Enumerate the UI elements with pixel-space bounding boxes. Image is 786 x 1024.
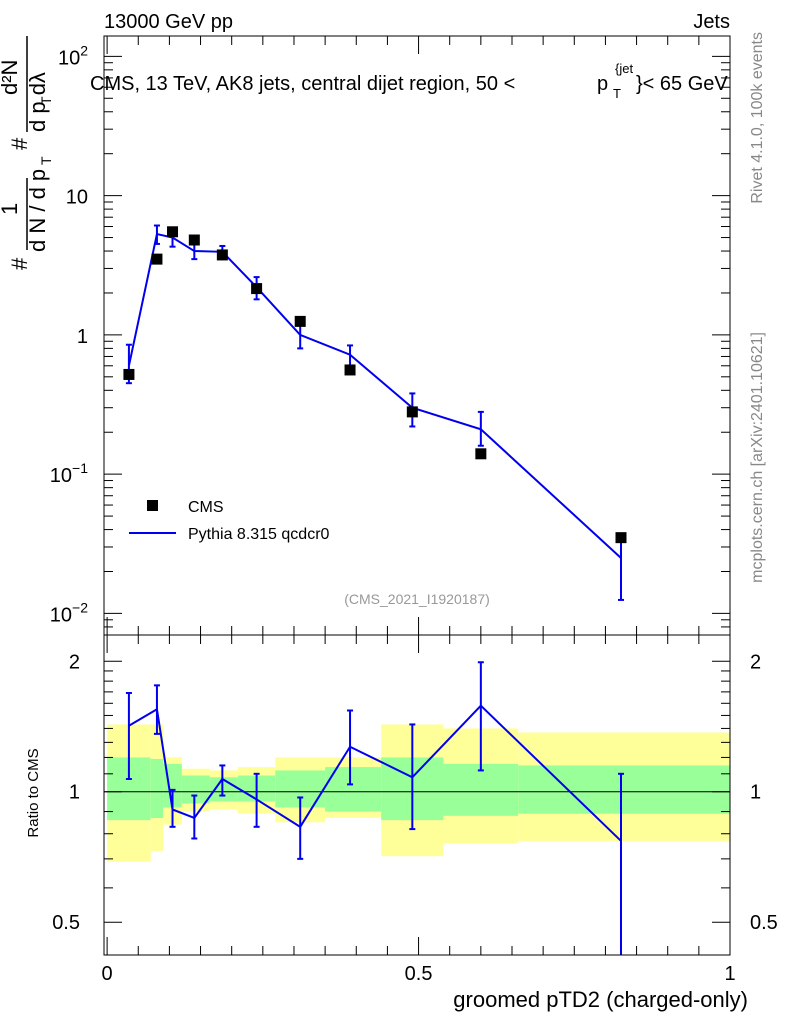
main-ytick-label: 10−1	[50, 460, 88, 487]
ratio-band-inner	[181, 775, 210, 804]
cms-data-point	[294, 315, 306, 327]
legend-pythia-label: Pythia 8.315 qcdcr0	[188, 526, 330, 543]
main-axis-ticks	[104, 36, 731, 636]
ratio-xtick-label: 1	[724, 963, 735, 985]
legend: CMS Pythia 8.315 qcdcr0	[129, 499, 330, 543]
ratio-panel: 0.5 0.5 1 1 2 2 0 0.5 1 Ratio to CMS groomed pTD…	[25, 634, 778, 1012]
main-ytick-label: 10−2	[50, 599, 88, 626]
cms-data-point	[406, 406, 418, 418]
ratio-band-inner	[150, 759, 164, 818]
cms-data-point	[167, 226, 179, 238]
cms-data-point	[188, 234, 200, 246]
ylabel-dn-dpt: d N / d p	[25, 169, 50, 252]
ratio-xtick-label: 0	[102, 963, 113, 985]
main-ytick-mantissa: 10	[66, 187, 88, 209]
title-end: }< 65 GeV	[636, 73, 728, 95]
mcplots-label: mcplots.cern.ch [arXiv:2401.10621]	[749, 332, 766, 583]
title-superscript: {jet	[615, 61, 633, 76]
ylabel-one: 1	[0, 203, 22, 215]
ratio-frame	[103, 634, 731, 956]
ratio-axis-ticks	[104, 635, 731, 955]
ratio-ylabel: Ratio to CMS	[25, 748, 42, 837]
cms-data-point	[251, 283, 263, 295]
title-text: CMS, 13 TeV, AK8 jets, central dijet reg…	[90, 73, 515, 95]
ratio-ytick-label: 0.5	[52, 912, 80, 934]
main-title: CMS, 13 TeV, AK8 jets, central dijet reg…	[90, 61, 728, 101]
ylabel-dpt-dl: d p dλ	[25, 72, 50, 132]
ratio-axis-tick-labels: 0.5 0.5 1 1 2 2 0 0.5 1	[52, 651, 778, 985]
cms-data-point	[216, 249, 228, 261]
ratio-xlabel: groomed pTD2 (charged-only)	[453, 987, 748, 1012]
header-jets-label: Jets	[693, 11, 730, 33]
ylabel-d2n: d²N	[0, 60, 22, 95]
cms-data-point	[151, 253, 163, 265]
legend-cms-marker	[147, 500, 158, 511]
ratio-band-inner	[443, 763, 519, 816]
ratio-series-line	[128, 704, 622, 842]
analysis-watermark: (CMS_2021_I1920187)	[344, 591, 490, 607]
main-ylabel: # 1 d N / d p T # d²N d p dλ T	[0, 36, 54, 270]
main-ytick-exponent: −1	[72, 460, 88, 476]
main-ytick-label: 102	[58, 42, 88, 69]
ratio-band-inner	[325, 767, 382, 812]
main-ytick-mantissa: 10	[58, 47, 80, 69]
ratio-ytick-label-right: 2	[750, 651, 761, 673]
ylabel-hash-2: #	[7, 137, 32, 150]
main-ytick-exponent: −2	[72, 599, 88, 615]
cms-data-point	[615, 532, 627, 544]
main-ytick-mantissa: 10	[50, 604, 72, 626]
ratio-series-group	[125, 661, 624, 955]
ylabel-t-sub-1: T	[38, 156, 54, 165]
main-ytick-mantissa: 10	[50, 465, 72, 487]
ratio-ytick-label-right: 1	[750, 782, 761, 804]
main-ytick-mantissa: 1	[77, 326, 88, 348]
cms-data-point	[344, 364, 356, 376]
ratio-ytick-label: 2	[69, 651, 80, 673]
cms-data-point	[123, 368, 135, 380]
ylabel-t-sub-2: T	[38, 96, 54, 105]
cms-data-point	[475, 448, 487, 460]
ratio-xtick-label: 0.5	[405, 963, 433, 985]
ylabel-hash-1: #	[7, 257, 32, 270]
header-energy-label: 13000 GeV pp	[104, 11, 233, 33]
legend-cms-label: CMS	[188, 499, 224, 516]
ratio-ytick-label: 1	[69, 782, 80, 804]
ratio-band-inner	[518, 765, 730, 814]
main-series-group	[123, 224, 627, 601]
title-pt-symbol: p	[597, 73, 608, 95]
title-subscript: T	[613, 86, 621, 101]
main-ytick-label: 10	[66, 187, 88, 209]
ratio-ytick-label-right: 0.5	[750, 912, 778, 934]
main-ytick-exponent: 2	[80, 42, 88, 58]
rivet-version-label: Rivet 4.1.0, 100k events	[749, 32, 766, 204]
main-ytick-label: 1	[77, 326, 88, 348]
